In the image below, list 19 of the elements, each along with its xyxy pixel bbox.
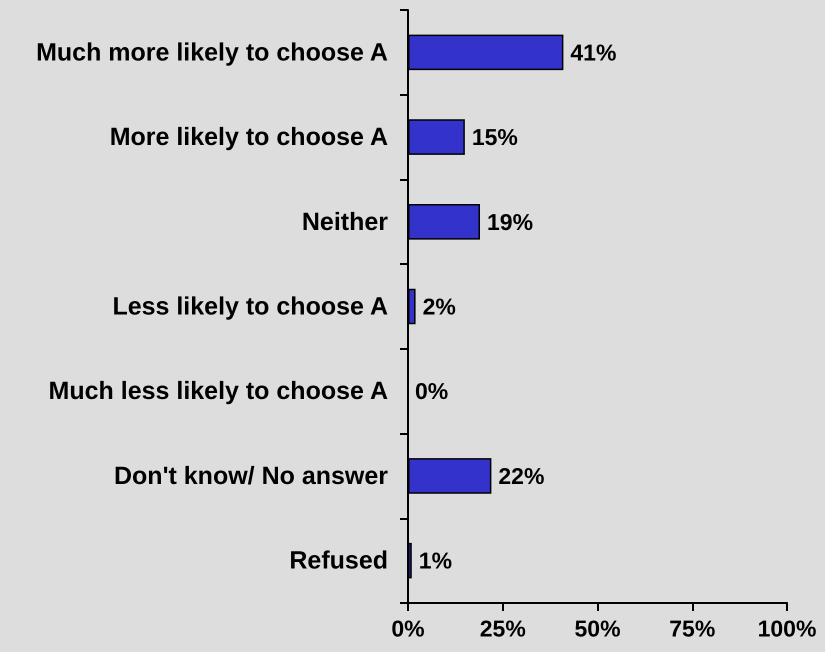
y-tick-label: Much more likely to choose A bbox=[36, 38, 388, 66]
x-tick-label: 0% bbox=[391, 616, 425, 642]
y-tick-label: More likely to choose A bbox=[110, 123, 388, 152]
data-label: 22% bbox=[498, 462, 544, 489]
y-tick-label: Neither bbox=[302, 208, 388, 236]
y-tick-label: Less likely to choose A bbox=[112, 292, 388, 320]
data-label: 2% bbox=[422, 294, 456, 320]
x-tick-label: 100% bbox=[758, 616, 816, 642]
data-label: 1% bbox=[418, 548, 452, 574]
y-tick-label: Don't know/ No answer bbox=[114, 462, 388, 490]
y-tick-label: Refused bbox=[289, 546, 388, 575]
y-tick-label: Much less likely to choose A bbox=[48, 377, 388, 406]
x-tick-label: 75% bbox=[669, 616, 716, 642]
data-label: 19% bbox=[487, 208, 534, 235]
x-tick-label: 25% bbox=[480, 616, 526, 642]
data-label: 0% bbox=[415, 378, 448, 404]
data-label: 41% bbox=[570, 39, 616, 66]
x-tick-label: 50% bbox=[574, 616, 621, 642]
data-label: 15% bbox=[472, 124, 518, 150]
